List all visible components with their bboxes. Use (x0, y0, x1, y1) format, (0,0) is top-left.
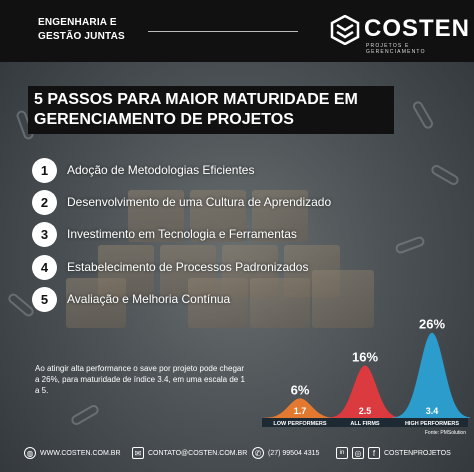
category-label: LOW PERFORMERS (273, 421, 326, 427)
list-item: 4 Estabelecimento de Processos Padroniza… (32, 254, 308, 280)
paperclip (394, 235, 426, 255)
logo-wordmark: COSTEN (364, 15, 471, 42)
website-text: WWW.COSTEN.COM.BR (40, 449, 121, 457)
step-label: Investimento em Tecnologia e Ferramentas (67, 227, 297, 241)
curve-2 (392, 332, 470, 418)
step-label: Avaliação e Melhoria Contínua (67, 292, 231, 306)
wood-cube (66, 278, 126, 328)
facebook-icon: f (368, 447, 380, 459)
paperclip (69, 403, 101, 427)
step-label: Estabelecimento de Processos Padronizado… (67, 260, 309, 274)
title-line-2: GERENCIAMENTO DE PROJETOS (34, 111, 294, 128)
costen-logo: COSTEN PROJETOS E GERENCIAMENTO (330, 13, 469, 55)
brand-slogan: ENGENHARIA E GESTÃO JUNTAS (38, 16, 158, 44)
wood-cube (190, 190, 246, 242)
curve-1 (327, 365, 403, 418)
percent-label: 16% (352, 349, 378, 364)
step-number: 4 (32, 254, 57, 280)
email-text: CONTATO@COSTEN.COM.BR (148, 449, 248, 457)
footer-phone[interactable]: ✆ (27) 99504 4315 (252, 447, 319, 459)
globe-icon: ◍ (24, 447, 36, 459)
wood-cube (188, 278, 248, 328)
social-handle: COSTENPROJETOS (384, 449, 451, 457)
footer-social[interactable]: in ◎ f COSTENPROJETOS (336, 447, 451, 459)
wood-cube (250, 278, 310, 328)
logo-tagline: PROJETOS E GERENCIAMENTO (366, 43, 426, 55)
instagram-icon: ◎ (352, 447, 364, 459)
category-label: HIGH PERFORMERS (405, 421, 459, 427)
wood-cube (312, 270, 374, 328)
footer-email[interactable]: ✉ CONTATO@COSTEN.COM.BR (132, 447, 247, 459)
header-bar: ENGENHARIA E GESTÃO JUNTAS COSTEN PROJET… (0, 0, 474, 62)
footer-website[interactable]: ◍ WWW.COSTEN.COM.BR (24, 447, 121, 459)
step-number: 2 (32, 189, 57, 215)
index-label: 1.7 (294, 406, 307, 416)
list-item: 2 Desenvolvimento de uma Cultura de Apre… (32, 189, 331, 215)
header-divider (148, 31, 298, 32)
slogan-line-1: ENGENHARIA E (38, 17, 117, 28)
curve-0 (262, 398, 338, 418)
list-item: 3 Investimento em Tecnologia e Ferrament… (32, 221, 297, 247)
index-label: 2.5 (359, 406, 372, 416)
title-line-1: 5 PASSOS PARA MAIOR MATURIDADE EM (34, 91, 358, 108)
percent-label: 26% (419, 318, 445, 332)
footer-bar: ◍ WWW.COSTEN.COM.BR ✉ CONTATO@COSTEN.COM… (0, 440, 474, 472)
wood-cube (128, 190, 184, 242)
index-label: 3.4 (426, 406, 439, 416)
mail-icon: ✉ (132, 447, 144, 459)
category-strip (262, 418, 468, 427)
percent-label: 6% (291, 382, 310, 397)
wood-cube (252, 190, 308, 242)
step-number: 5 (32, 286, 57, 312)
chart-source: Fonte: PMSolution (425, 430, 466, 436)
performance-chart: 6% 1.7 16% 2.5 26% 3.4 LOW PERFORMERS ALL FIRMS… (262, 318, 470, 436)
performance-note: Ao atingir alta performance o save por p… (35, 364, 245, 395)
linkedin-icon: in (336, 447, 348, 459)
paperclip (411, 99, 435, 131)
phone-text: (27) 99504 4315 (268, 449, 320, 457)
step-label: Adoção de Metodologias Eficientes (67, 163, 255, 177)
slogan-line-2: GESTÃO JUNTAS (38, 31, 125, 42)
page-title: 5 PASSOS PARA MAIOR MATURIDADE EM GERENC… (28, 86, 394, 134)
step-number: 1 (32, 157, 57, 183)
step-number: 3 (32, 221, 57, 247)
list-item: 1 Adoção de Metodologias Eficientes (32, 157, 254, 183)
paperclip (429, 163, 461, 187)
whatsapp-icon: ✆ (252, 447, 264, 459)
step-label: Desenvolvimento de uma Cultura de Aprend… (67, 195, 332, 209)
category-label: ALL FIRMS (350, 421, 380, 427)
logo-mark-icon (330, 15, 360, 45)
list-item: 5 Avaliação e Melhoria Contínua (32, 286, 230, 312)
